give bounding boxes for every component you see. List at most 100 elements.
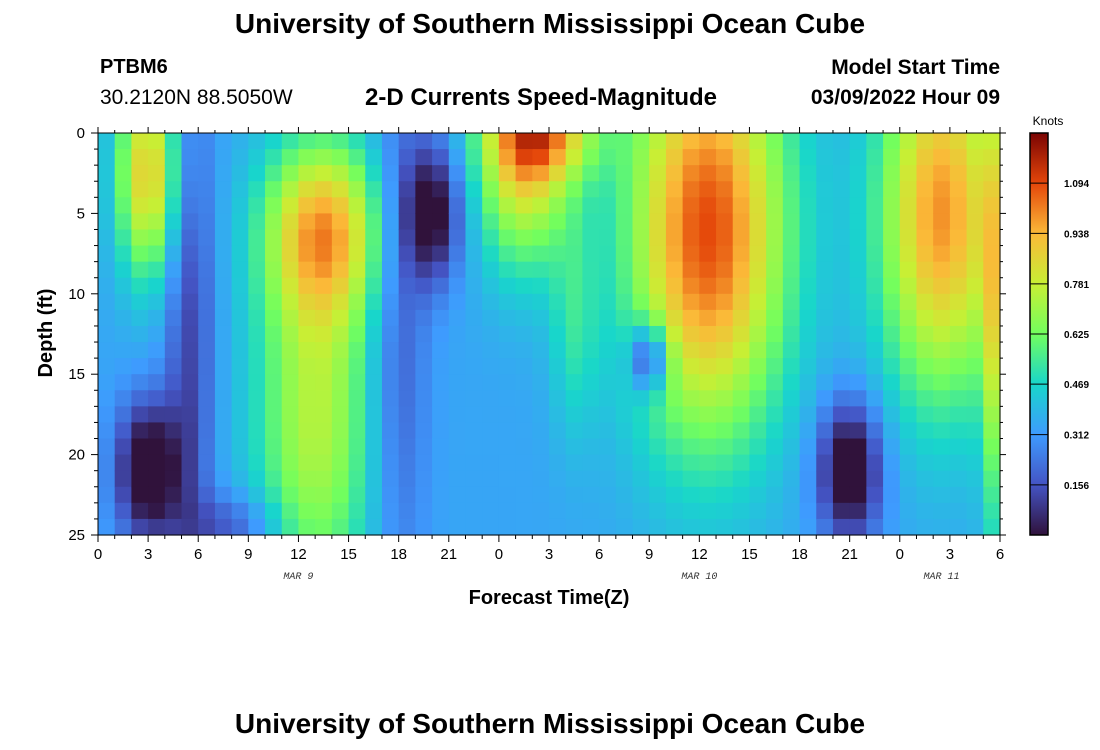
heatmap-cell bbox=[164, 261, 183, 279]
heatmap-cell bbox=[716, 261, 734, 279]
heatmap-cell bbox=[114, 422, 132, 440]
heatmap-cell bbox=[549, 325, 567, 343]
heatmap-cell bbox=[849, 133, 867, 150]
heatmap-cell bbox=[782, 229, 801, 247]
heatmap-cell bbox=[198, 374, 216, 391]
heatmap-cell bbox=[565, 422, 583, 440]
heatmap-cell bbox=[983, 261, 1001, 279]
heatmap-cell bbox=[615, 325, 634, 343]
heatmap-cell bbox=[816, 502, 834, 520]
heatmap-cell bbox=[949, 358, 968, 375]
heatmap-cell bbox=[682, 277, 700, 295]
heatmap-cell bbox=[298, 181, 316, 198]
heatmap-cell bbox=[465, 133, 483, 150]
heatmap-cell bbox=[315, 470, 333, 488]
date-labels: MAR 9 MAR 10 MAR 11 bbox=[283, 572, 959, 583]
heatmap-cell bbox=[933, 293, 951, 311]
heatmap-cell bbox=[198, 133, 216, 150]
heatmap-cell bbox=[883, 406, 901, 424]
heatmap-cell bbox=[665, 213, 684, 231]
heatmap-cell bbox=[331, 438, 350, 456]
heatmap-cell bbox=[699, 149, 717, 166]
heatmap-cell bbox=[114, 374, 132, 391]
heatmap-cell bbox=[899, 502, 918, 520]
heatmap-cell bbox=[331, 390, 350, 407]
heatmap-cell bbox=[599, 309, 617, 327]
heatmap-cell bbox=[415, 325, 433, 343]
heatmap-cell bbox=[949, 438, 968, 456]
heatmap-cell bbox=[448, 470, 467, 488]
heatmap-cell bbox=[766, 518, 784, 536]
heatmap-cell bbox=[766, 390, 784, 407]
heatmap-cell bbox=[799, 486, 817, 504]
heatmap-cell bbox=[231, 518, 249, 536]
heatmap-cell bbox=[482, 406, 500, 424]
heatmap-cell bbox=[933, 149, 951, 166]
heatmap-cell bbox=[498, 309, 517, 327]
heatmap-cell bbox=[281, 149, 300, 166]
heatmap-cell bbox=[582, 358, 600, 375]
heatmap-cell bbox=[615, 374, 634, 391]
heatmap-cell bbox=[949, 229, 968, 247]
heatmap-cell bbox=[632, 358, 650, 375]
heatmap-cell bbox=[114, 518, 132, 536]
heatmap-cell bbox=[983, 325, 1001, 343]
heatmap-cell bbox=[164, 438, 183, 456]
heatmap-cell bbox=[649, 133, 667, 150]
heatmap-cell bbox=[832, 197, 851, 214]
heatmap-cell bbox=[281, 374, 300, 391]
heatmap-cell bbox=[682, 358, 700, 375]
heatmap-cell bbox=[749, 133, 767, 150]
heatmap-cell bbox=[248, 229, 266, 247]
heatmap-cell bbox=[231, 470, 249, 488]
heatmap-cell bbox=[498, 277, 517, 295]
heatmap-cell bbox=[816, 325, 834, 343]
heatmap-cell bbox=[214, 293, 233, 311]
heatmap-cell bbox=[549, 277, 567, 295]
heatmap-cell bbox=[482, 358, 500, 375]
heatmap-cell bbox=[281, 229, 300, 247]
heatmap-cell bbox=[832, 165, 851, 182]
heatmap-cell bbox=[983, 470, 1001, 488]
heatmap-cell bbox=[716, 518, 734, 536]
heatmap-cell bbox=[632, 518, 650, 536]
heatmap-cell bbox=[849, 181, 867, 198]
heatmap-cell bbox=[532, 454, 550, 472]
heatmap-cell bbox=[949, 454, 968, 472]
heatmap-cell bbox=[665, 133, 684, 150]
heatmap-cell bbox=[448, 342, 467, 359]
heatmap-cell bbox=[916, 422, 934, 440]
heatmap-cell bbox=[365, 502, 383, 520]
heatmap-cell bbox=[699, 422, 717, 440]
heatmap-cell bbox=[966, 486, 984, 504]
heatmap-cell bbox=[248, 422, 266, 440]
heatmap-cell bbox=[816, 518, 834, 536]
heatmap-cell bbox=[949, 213, 968, 231]
heatmap-cell bbox=[949, 261, 968, 279]
heatmap-cell bbox=[949, 245, 968, 263]
heatmap-cell bbox=[131, 518, 149, 536]
heatmap-cell bbox=[148, 374, 166, 391]
heatmap-cell bbox=[716, 197, 734, 214]
heatmap-cell bbox=[732, 454, 751, 472]
heatmap-cell bbox=[365, 406, 383, 424]
heatmap-cell bbox=[131, 165, 149, 182]
heatmap-cell bbox=[883, 293, 901, 311]
heatmap-cell bbox=[398, 502, 416, 520]
heatmap-cell bbox=[766, 197, 784, 214]
heatmap-cell bbox=[365, 470, 383, 488]
heatmap-cell bbox=[699, 454, 717, 472]
heatmap-cell bbox=[665, 165, 684, 182]
heatmap-cell bbox=[699, 342, 717, 359]
heatmap-cell bbox=[599, 165, 617, 182]
heatmap-cell bbox=[465, 390, 483, 407]
heatmap-cell bbox=[398, 293, 416, 311]
heatmap-cell bbox=[198, 502, 216, 520]
heatmap-cell bbox=[866, 422, 884, 440]
heatmap-cell bbox=[582, 213, 600, 231]
heatmap-cell bbox=[849, 277, 867, 295]
heatmap-cell bbox=[682, 197, 700, 214]
heatmap-cell bbox=[381, 165, 400, 182]
heatmap-cell bbox=[498, 470, 517, 488]
heatmap-cell bbox=[732, 438, 751, 456]
